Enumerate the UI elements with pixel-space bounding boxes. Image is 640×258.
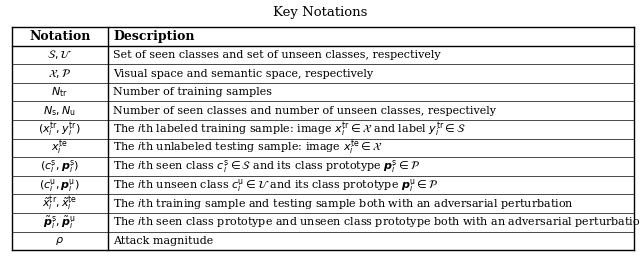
Text: $N_{\mathrm{tr}}$: $N_{\mathrm{tr}}$ <box>51 85 68 99</box>
Text: $\mathcal{X},\mathcal{P}$: $\mathcal{X},\mathcal{P}$ <box>48 67 72 80</box>
Text: Number of training samples: Number of training samples <box>113 87 272 97</box>
Text: $\tilde{x}_i^{\mathrm{tr}}, \tilde{x}_i^{\mathrm{te}}$: $\tilde{x}_i^{\mathrm{tr}}, \tilde{x}_i^… <box>42 195 77 213</box>
Text: $(x_i^{\mathrm{tr}}, y_i^{\mathrm{tr}})$: $(x_i^{\mathrm{tr}}, y_i^{\mathrm{tr}})$ <box>38 120 81 139</box>
Text: The $i$th seen class $c_i^{\mathrm{s}} \in \mathcal{S}$ and its class prototype : The $i$th seen class $c_i^{\mathrm{s}} \… <box>113 158 420 175</box>
Text: Notation: Notation <box>29 30 90 43</box>
Text: The $i$th unseen class $c_i^{\mathrm{u}} \in \mathcal{U}$ and its class prototyp: The $i$th unseen class $c_i^{\mathrm{u}}… <box>113 177 438 194</box>
Text: Key Notations: Key Notations <box>273 6 367 19</box>
Text: Visual space and semantic space, respectively: Visual space and semantic space, respect… <box>113 69 373 79</box>
Text: The $i$th labeled training sample: image $x_i^{\mathrm{tr}} \in \mathcal{X}$ and: The $i$th labeled training sample: image… <box>113 120 466 139</box>
Text: The $i$th training sample and testing sample both with an adversarial perturbati: The $i$th training sample and testing sa… <box>113 197 574 211</box>
Text: $N_{\mathrm{s}}, N_{\mathrm{u}}$: $N_{\mathrm{s}}, N_{\mathrm{u}}$ <box>44 104 76 118</box>
Text: Description: Description <box>113 30 195 43</box>
Text: $\tilde{\boldsymbol{p}}_i^{\mathrm{s}}, \tilde{\boldsymbol{p}}_i^{\mathrm{u}}$: $\tilde{\boldsymbol{p}}_i^{\mathrm{s}}, … <box>44 214 76 230</box>
Text: Attack magnitude: Attack magnitude <box>113 236 213 246</box>
Text: $x_i^{\mathrm{te}}$: $x_i^{\mathrm{te}}$ <box>51 139 68 157</box>
Text: $(c_i^{\mathrm{u}}, \boldsymbol{p}_i^{\mathrm{u}})$: $(c_i^{\mathrm{u}}, \boldsymbol{p}_i^{\m… <box>40 177 80 194</box>
Text: $\mathcal{S},\mathcal{U}$: $\mathcal{S},\mathcal{U}$ <box>47 49 72 61</box>
Text: The $i$th seen class prototype and unseen class prototype both with an adversari: The $i$th seen class prototype and unsee… <box>113 215 640 229</box>
Text: Number of seen classes and number of unseen classes, respectively: Number of seen classes and number of uns… <box>113 106 496 116</box>
Text: $\rho$: $\rho$ <box>55 235 64 247</box>
Text: Set of seen classes and set of unseen classes, respectively: Set of seen classes and set of unseen cl… <box>113 50 441 60</box>
Text: $(c_i^{\mathrm{s}}, \boldsymbol{p}_i^{\mathrm{s}})$: $(c_i^{\mathrm{s}}, \boldsymbol{p}_i^{\m… <box>40 158 79 175</box>
Text: The $i$th unlabeled testing sample: image $x_i^{\mathrm{te}} \in \mathcal{X}$: The $i$th unlabeled testing sample: imag… <box>113 139 383 157</box>
